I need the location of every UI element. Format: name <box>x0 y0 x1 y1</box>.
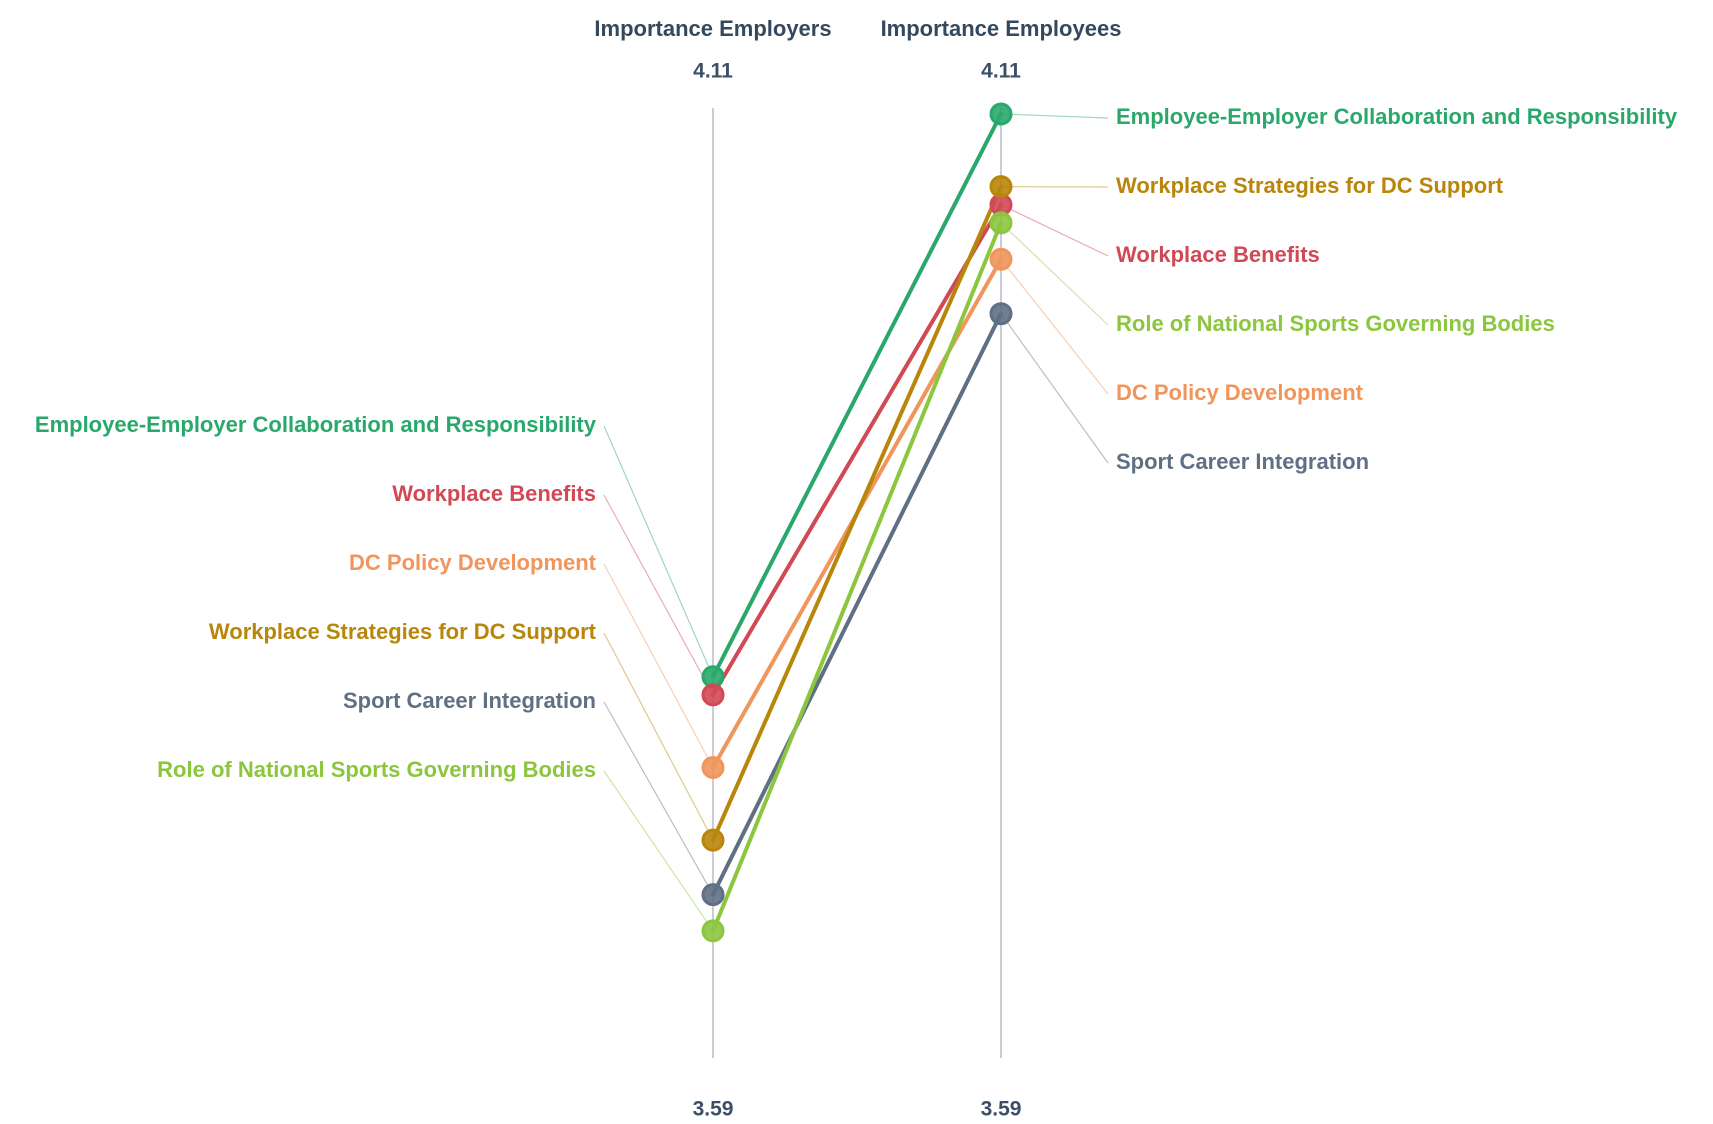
series-point-6-left <box>701 919 725 943</box>
series-label-right-2: Workplace Benefits <box>1116 242 1320 267</box>
series-line-4 <box>711 184 1003 843</box>
series-point-2-left <box>701 683 725 707</box>
series-points <box>701 102 1013 943</box>
series-label-left-4: Workplace Strategies for DC Support <box>209 619 597 644</box>
series-label-right-4: Workplace Strategies for DC Support <box>1116 173 1504 198</box>
label-connector-left-2 <box>603 494 714 696</box>
series-label-right-1: Employee-Employer Collaboration and Resp… <box>1116 104 1678 129</box>
axes-layer: Importance Employers 4.11 3.59 Importance E… <box>594 16 1121 1121</box>
series-label-left-5: Sport Career Integration <box>343 688 596 713</box>
series-lines <box>711 112 1003 933</box>
series-label-right-5: Sport Career Integration <box>1116 449 1369 474</box>
series-label-left-2: Workplace Benefits <box>392 481 596 506</box>
series-point-4-left <box>701 828 725 852</box>
series-label-left-6: Role of National Sports Governing Bodies <box>157 757 596 782</box>
series-labels: Employee-Employer Collaboration and Resp… <box>35 104 1678 782</box>
axis-bottom-label-2: 3.59 <box>981 1098 1022 1121</box>
label-connector-right-2 <box>1000 204 1109 257</box>
label-connectors <box>603 113 1109 932</box>
series-point-5-left <box>701 883 725 907</box>
series-point-5-right <box>989 302 1013 326</box>
series-point-3-left <box>701 756 725 780</box>
label-connector-right-6 <box>1000 222 1109 326</box>
series-label-right-3: DC Policy Development <box>1116 380 1364 405</box>
axis-bottom-label-1: 3.59 <box>693 1098 734 1121</box>
series-line-5 <box>711 311 1003 897</box>
label-connector-right-1 <box>1000 113 1109 119</box>
label-connector-right-5 <box>1000 313 1109 464</box>
label-connector-right-3 <box>1000 258 1109 395</box>
series-line-1 <box>711 112 1003 679</box>
label-connector-left-1 <box>603 425 714 678</box>
label-connector-left-6 <box>603 770 714 932</box>
series-point-4-right <box>989 175 1013 199</box>
label-connector-left-5 <box>603 701 714 895</box>
axis-top-label-2: 4.11 <box>981 60 1021 83</box>
series-label-right-6: Role of National Sports Governing Bodies <box>1116 311 1555 336</box>
label-connector-left-3 <box>603 563 714 768</box>
axis-title-1: Importance Employers <box>594 16 831 41</box>
series-label-left-3: DC Policy Development <box>349 550 597 575</box>
series-line-2 <box>711 202 1003 697</box>
axis-title-2: Importance Employees <box>881 16 1122 41</box>
series-line-6 <box>711 220 1003 933</box>
series-point-3-right <box>989 247 1013 271</box>
series-label-left-1: Employee-Employer Collaboration and Resp… <box>35 412 597 437</box>
label-connector-left-4 <box>603 632 714 841</box>
series-point-1-right <box>989 102 1013 126</box>
axis-top-label-1: 4.11 <box>693 60 733 83</box>
series-point-6-right <box>989 211 1013 235</box>
